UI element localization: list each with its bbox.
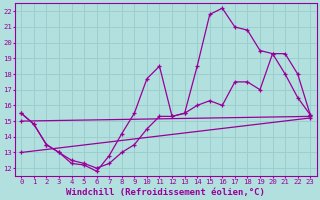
X-axis label: Windchill (Refroidissement éolien,°C): Windchill (Refroidissement éolien,°C) (66, 188, 265, 197)
